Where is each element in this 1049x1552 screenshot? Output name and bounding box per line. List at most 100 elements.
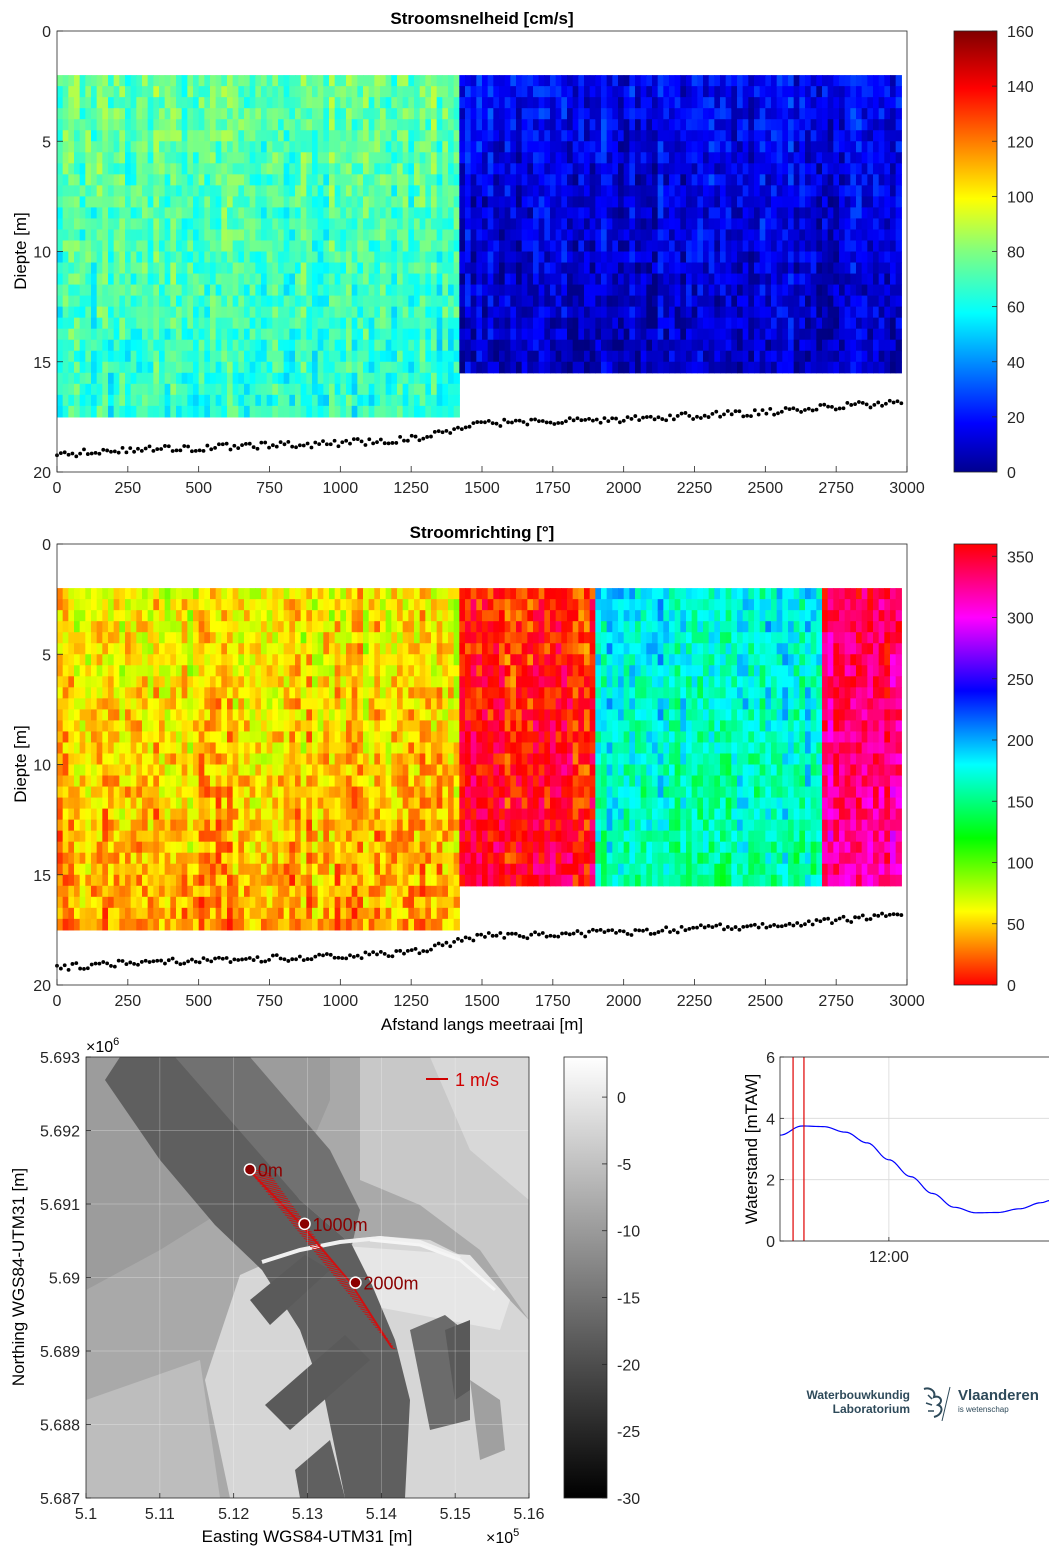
heat-cell [96, 610, 103, 622]
heat-cell [436, 196, 443, 209]
heat-cell [74, 317, 81, 330]
heat-cell [368, 152, 375, 164]
heat-cell [737, 273, 744, 286]
heat-cell [74, 130, 81, 142]
heat-cell [74, 720, 81, 733]
heat-cell [402, 372, 409, 385]
heat-cell [79, 273, 86, 286]
heat-cell [204, 361, 211, 374]
heat-cell [629, 317, 636, 330]
heat-cell [691, 86, 698, 98]
heat-cell [805, 86, 812, 98]
heat-cell [125, 830, 132, 843]
heat-cell [57, 328, 64, 341]
heat-cell [363, 361, 370, 374]
heat-cell [374, 372, 381, 385]
heat-cell [578, 328, 585, 341]
heat-cell [221, 251, 228, 264]
heat-cell [227, 306, 234, 319]
heat-cell [300, 339, 307, 352]
heat-cell [527, 130, 534, 142]
heat-cell [708, 295, 715, 308]
heat-cell [697, 130, 704, 142]
heat-cell [754, 196, 761, 209]
heat-cell [113, 350, 120, 363]
heat-cell [79, 251, 86, 264]
heat-cell [329, 141, 336, 153]
heat-cell [289, 163, 296, 175]
heat-cell [119, 775, 126, 788]
heat-cell [153, 361, 160, 374]
heat-cell [708, 75, 715, 87]
heat-cell [402, 196, 409, 209]
heat-cell [754, 339, 761, 352]
heat-cell [754, 240, 761, 253]
heat-cell [544, 295, 551, 308]
bottom-point [876, 400, 881, 405]
heat-cell [867, 141, 874, 153]
heat-cell [74, 896, 81, 909]
heat-cell [584, 284, 591, 297]
heat-cell [544, 207, 551, 220]
heat-cell [142, 317, 149, 330]
heat-cell [720, 196, 727, 209]
heat-cell [714, 174, 721, 186]
heat-cell [448, 317, 455, 330]
heat-cell [669, 163, 676, 175]
heat-cell [385, 339, 392, 352]
heat-cell [827, 196, 834, 209]
heat-cell [640, 163, 647, 175]
heat-cell [329, 295, 336, 308]
heat-cell [164, 350, 171, 363]
heat-cell [748, 229, 755, 242]
heat-cell [674, 273, 681, 286]
heat-cell [119, 196, 126, 209]
bottom-point [309, 445, 314, 450]
heat-cell [289, 130, 296, 142]
heat-cell [759, 163, 766, 175]
heat-cell [578, 284, 585, 297]
heat-cell [278, 394, 285, 407]
heat-cell [635, 163, 642, 175]
heat-cell [601, 185, 608, 197]
heat-cell [57, 720, 64, 733]
heat-cell [170, 119, 177, 131]
heat-cell [380, 251, 387, 264]
heat-cell [329, 119, 336, 131]
heat-cell [646, 108, 653, 120]
heat-cell [686, 240, 693, 253]
heat-cell [765, 108, 772, 120]
heat-cell [720, 174, 727, 186]
heat-cell [153, 218, 160, 231]
heat-cell [295, 141, 302, 153]
heat-cell [425, 141, 432, 153]
bottom-point [510, 420, 514, 425]
heat-cell [878, 207, 885, 220]
heat-cell [533, 339, 540, 352]
heat-cell [193, 108, 200, 120]
heat-cell [640, 207, 647, 220]
heat-cell [68, 786, 75, 799]
heat-cell [499, 152, 506, 164]
heat-cell [578, 75, 585, 87]
heat-cell [680, 119, 687, 131]
heat-cell [708, 317, 715, 330]
heat-cell [674, 130, 681, 142]
heat-cell [125, 885, 132, 898]
heat-cell [96, 753, 103, 766]
bottom-point [375, 440, 379, 445]
heat-cell [629, 163, 636, 175]
heat-cell [408, 317, 415, 330]
heat-cell [697, 306, 704, 319]
heat-cell [448, 207, 455, 220]
heat-cell [221, 119, 228, 131]
heat-cell [708, 97, 715, 109]
bottom-point [278, 440, 283, 444]
heat-cell [533, 262, 540, 275]
heat-cell [521, 229, 528, 242]
heat-cell [618, 240, 625, 253]
heat-cell [873, 218, 880, 231]
heat-cell [232, 86, 239, 98]
heat-cell [74, 731, 81, 744]
heat-cell [657, 108, 664, 120]
